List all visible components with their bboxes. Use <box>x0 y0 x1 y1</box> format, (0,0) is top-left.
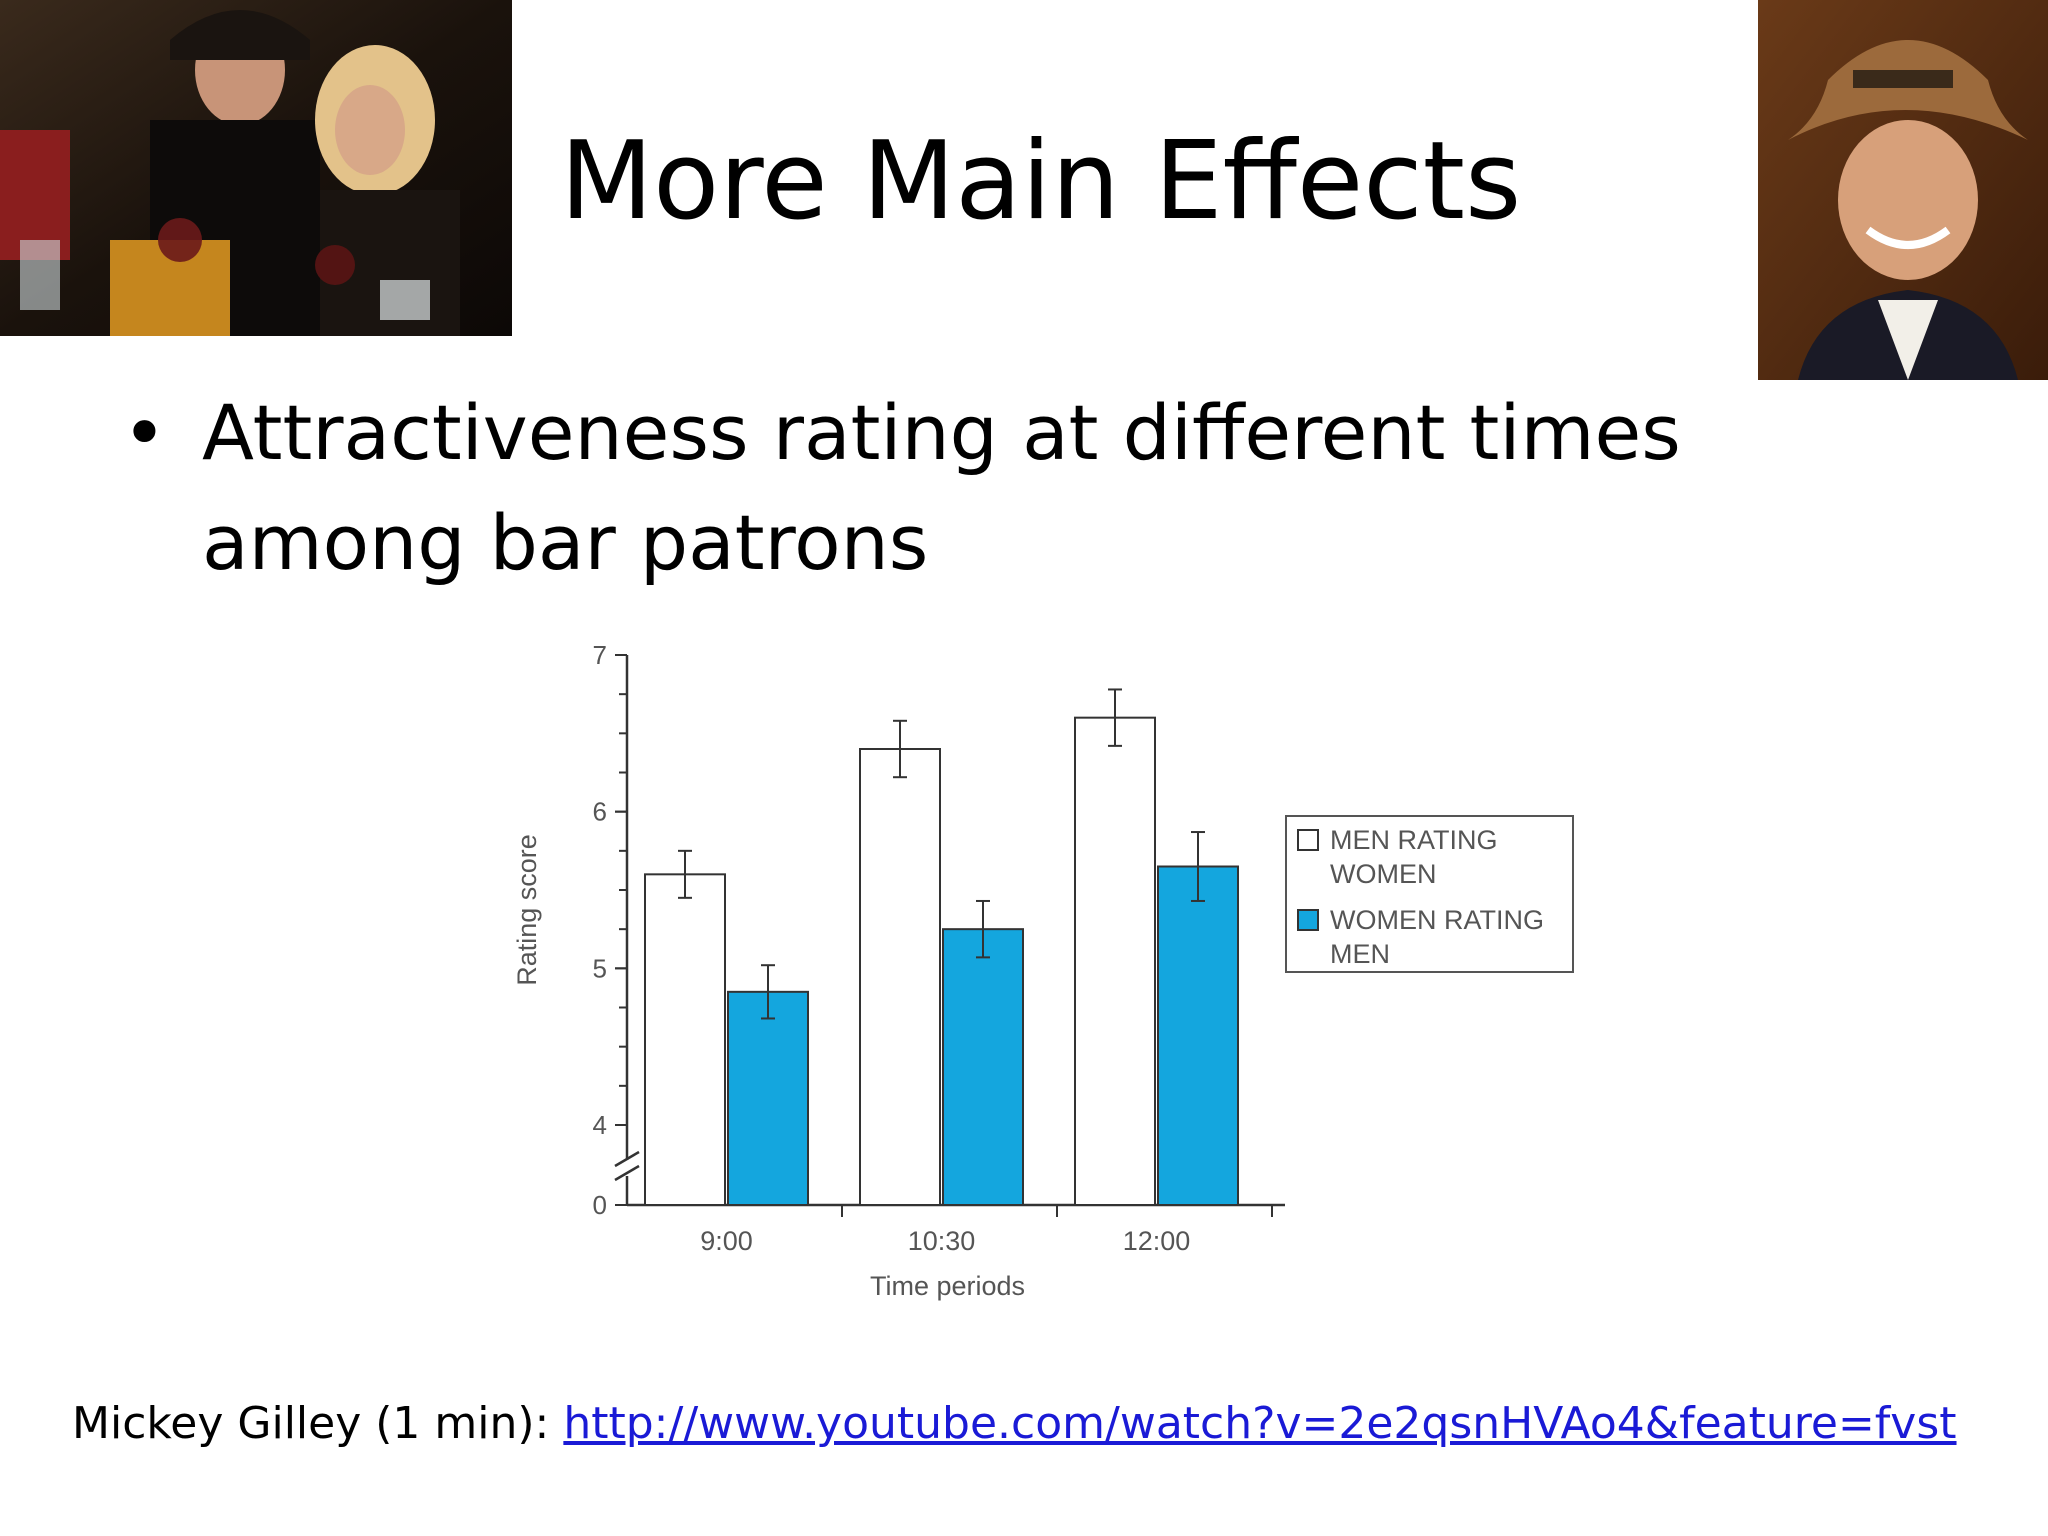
footer-label: Mickey Gilley (1 min): <box>72 1398 564 1449</box>
bar <box>1074 716 1156 1207</box>
y-tick-label: 5 <box>593 953 607 983</box>
bar-patrons-photo <box>0 0 512 336</box>
footer-citation: Mickey Gilley (1 min): http://www.youtub… <box>72 1398 1957 1449</box>
axis-break-mark <box>614 1150 640 1168</box>
y-tick-label: 0 <box>593 1190 607 1220</box>
bar <box>727 990 809 1207</box>
legend-box <box>1285 815 1574 973</box>
y-axis-title: Rating score <box>512 834 542 986</box>
x-axis-title: Time periods <box>870 1271 1025 1301</box>
legend-swatch <box>1297 909 1319 931</box>
bar <box>1157 865 1239 1206</box>
slide-title: More Main Effects <box>560 119 1522 244</box>
y-tick-label: 6 <box>593 797 607 827</box>
x-tick-label: 10:30 <box>908 1226 976 1256</box>
legend-label: MEN RATING <box>1330 825 1498 855</box>
y-tick-label: 7 <box>593 640 607 670</box>
bar <box>644 873 726 1206</box>
bar <box>942 928 1024 1206</box>
legend-label: MEN <box>1330 939 1390 969</box>
y-axis: 0 4 5 6 7 Rating score <box>512 640 640 1220</box>
x-axis: 9:00 10:30 12:00 Time periods <box>627 1203 1285 1301</box>
youtube-link[interactable]: http://www.youtube.com/watch?v=2e2qsnHVA… <box>563 1398 1957 1449</box>
bar <box>859 748 941 1206</box>
bar-series <box>644 688 1239 1207</box>
y-tick-label: 4 <box>593 1110 607 1140</box>
chart-legend: MEN RATING WOMEN WOMEN RATING MEN <box>1285 815 1574 973</box>
x-tick-label: 12:00 <box>1123 1226 1191 1256</box>
legend-label: WOMEN <box>1330 859 1436 889</box>
bullet-dot-icon: • <box>122 388 167 477</box>
axis-break-mark <box>614 1164 640 1182</box>
mickey-gilley-photo <box>1758 0 2048 380</box>
legend-swatch <box>1297 829 1319 851</box>
bullet-text: Attractiveness rating at different times… <box>202 388 1681 587</box>
rating-bar-chart: 0 4 5 6 7 Rating score 9:00 10:30 12:00 Time per… <box>512 640 1574 1301</box>
x-tick-label: 9:00 <box>700 1226 753 1256</box>
legend-label: WOMEN RATING <box>1330 905 1544 935</box>
